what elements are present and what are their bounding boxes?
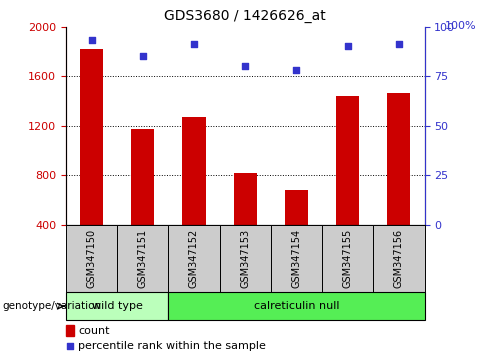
Bar	[234, 173, 257, 225]
Bar	[168, 225, 220, 292]
Point	[139, 53, 147, 59]
Text: GSM347156: GSM347156	[394, 229, 404, 288]
Point	[293, 67, 301, 73]
Text: percentile rank within the sample: percentile rank within the sample	[79, 341, 266, 350]
Text: genotype/variation: genotype/variation	[2, 301, 102, 311]
Point	[66, 343, 74, 348]
Bar	[387, 93, 410, 225]
Point	[190, 41, 198, 47]
Bar	[322, 225, 373, 292]
Bar	[336, 96, 359, 225]
Bar	[66, 225, 117, 292]
Point	[88, 38, 96, 43]
Y-axis label: 100%: 100%	[445, 21, 476, 30]
Text: wild type: wild type	[92, 301, 142, 311]
Bar	[80, 49, 103, 225]
Point	[395, 41, 403, 47]
Bar	[183, 117, 205, 225]
Text: count: count	[79, 326, 110, 336]
Point	[344, 44, 352, 49]
Bar	[168, 292, 425, 320]
Bar	[117, 225, 168, 292]
Bar	[66, 325, 74, 336]
Point	[242, 63, 249, 69]
Bar	[285, 190, 308, 225]
Text: GSM347152: GSM347152	[189, 229, 199, 288]
Title: GDS3680 / 1426626_at: GDS3680 / 1426626_at	[164, 9, 326, 23]
Text: GSM347150: GSM347150	[86, 229, 97, 288]
Text: GSM347153: GSM347153	[240, 229, 250, 288]
Bar	[220, 225, 271, 292]
Text: GSM347154: GSM347154	[291, 229, 302, 288]
Bar	[66, 292, 168, 320]
Bar	[373, 225, 425, 292]
Text: calreticulin null: calreticulin null	[254, 301, 339, 311]
Text: GSM347155: GSM347155	[343, 229, 353, 288]
Bar	[131, 130, 154, 225]
Text: GSM347151: GSM347151	[138, 229, 148, 288]
Bar	[271, 225, 322, 292]
